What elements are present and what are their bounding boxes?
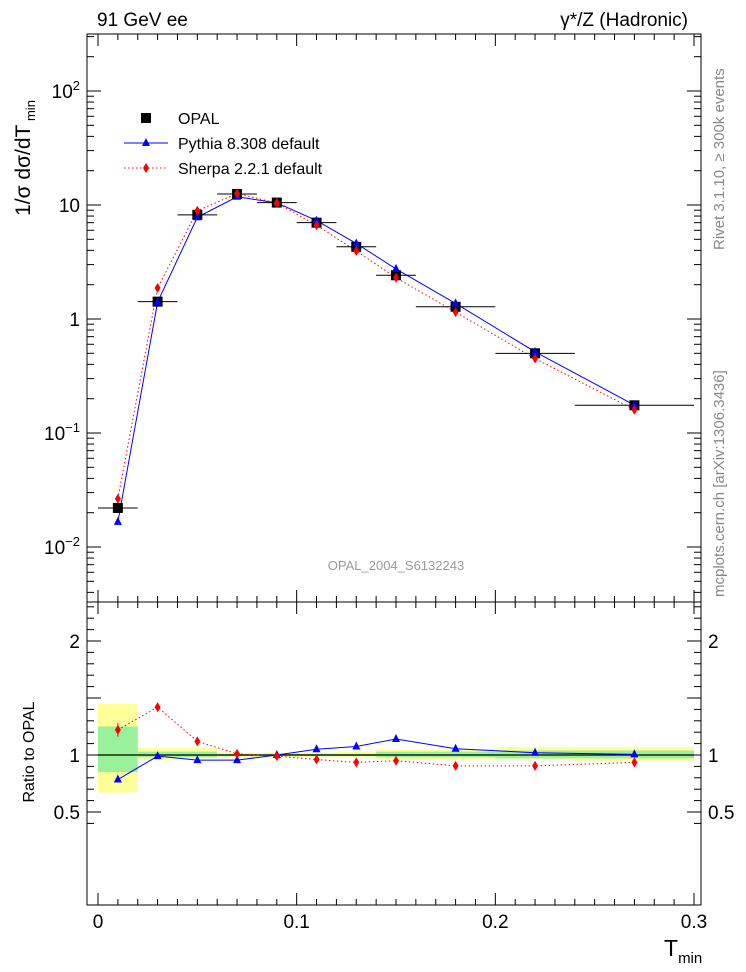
main-point-diamond (273, 198, 280, 209)
main-point-triangle (113, 516, 122, 525)
ratio-point-diamond (393, 755, 399, 766)
ratio-point-triangle (153, 751, 162, 760)
ratio-point-diamond (234, 748, 241, 759)
main-ytick-label: 10−1 (44, 420, 80, 445)
legend-label: Pythia 8.308 default (178, 136, 320, 153)
main-line-triangle (117, 196, 635, 522)
header-left: 91 GeV ee (97, 10, 188, 31)
main-ytick-label: 10 (59, 196, 80, 217)
ratio-ytick-label: 2 (69, 632, 80, 653)
ratio-point-triangle (352, 741, 361, 750)
main-point-triangle (153, 296, 162, 305)
xtick-label: 0.2 (482, 912, 508, 933)
ratio-point-triangle (392, 734, 400, 743)
legend: OPAL Pythia 8.308 default Sherpa 2.2.1 def… (124, 111, 323, 178)
main-ylabel-text: 1/σ dσ/dT (12, 124, 35, 215)
header-right: γ*/Z (Hadronic) (560, 10, 688, 31)
main-ytick-label-base: 10 (52, 82, 73, 103)
main-point-diamond (194, 205, 201, 216)
legend-label: OPAL (178, 111, 220, 128)
main-point-square (450, 301, 461, 312)
main-ytick-label-exp: 2 (73, 78, 80, 93)
main-point-diamond (452, 307, 459, 318)
main-point-diamond (393, 272, 399, 283)
main-ytick-label-exp: −2 (65, 534, 80, 549)
ratio-point-triangle (451, 743, 460, 752)
main-point-triangle (451, 298, 460, 307)
main-ytick-label: 102 (52, 78, 80, 103)
main-point-diamond (114, 493, 121, 504)
xlabel-sub: min (678, 950, 702, 967)
main-point-triangle (630, 400, 639, 409)
ratio-point-triangle (630, 749, 639, 758)
main-point-triangle (392, 263, 400, 272)
ratio-point-diamond (631, 757, 638, 768)
legend-marker-triangle (142, 138, 150, 146)
xlabel: Tmin (664, 935, 702, 967)
main-point-square (112, 502, 123, 513)
watermark: OPAL_2004_S6132243 (328, 558, 464, 573)
main-ytick-label: 10−2 (44, 534, 80, 559)
ratio-point-triangle (233, 755, 242, 764)
main-line-diamond (117, 193, 635, 499)
source-label: mcplots.cern.ch [arXiv:1306.3436] (711, 370, 728, 597)
legend-label: Sherpa 2.2.1 default (178, 161, 323, 178)
rivet-label: Rivet 3.1.10, ≥ 300k events (711, 68, 728, 250)
legend-marker-diamond (143, 163, 149, 173)
ratio-point-diamond (532, 760, 539, 771)
main-ylabel-sub: min (23, 100, 38, 125)
ratio-point-diamond (154, 702, 161, 713)
main-point-diamond (313, 220, 320, 231)
ratio-point-triangle (193, 755, 202, 764)
ratio-point-diamond (194, 736, 201, 747)
ratio-point-diamond (313, 754, 320, 765)
ratio-point-diamond (452, 760, 459, 771)
ratio-ylabel: Ratio to OPAL (21, 701, 38, 802)
main-point-triangle (193, 212, 202, 221)
main-point-diamond (631, 404, 638, 415)
main-ytick-label-base: 10 (44, 538, 65, 559)
ratio-point-triangle (113, 774, 122, 783)
ratio-ytick-label-right: 1 (708, 746, 719, 767)
main-point-triangle (531, 346, 540, 355)
xtick-label: 0.3 (681, 912, 707, 933)
ratio-point-diamond (353, 757, 360, 768)
ratio-point-triangle (531, 747, 540, 756)
main-ytick-label: 1 (69, 310, 80, 331)
ratio-point-diamond (114, 724, 121, 735)
xtick-label: 0.1 (283, 912, 309, 933)
main-point-triangle (352, 238, 361, 247)
main-point-triangle (312, 215, 321, 224)
ratio-ytick-label: 1 (69, 746, 80, 767)
xlabel-text: T (664, 935, 678, 961)
ratio-ytick-label: 0.5 (54, 803, 80, 824)
main-point-diamond (532, 353, 539, 364)
main-ytick-label-base: 10 (44, 424, 65, 445)
ratio-point-diamond (273, 751, 280, 762)
ratio-point-triangle (312, 744, 321, 753)
main-point-diamond (353, 245, 360, 256)
main-point-diamond (154, 283, 161, 294)
main-point-diamond (234, 188, 241, 199)
main-ylabel: 1/σ dσ/dT min (12, 100, 38, 216)
ratio-plot-area: 0.5 0.5 1 1 2 2 0 0.1 0.2 0.3 (54, 602, 734, 933)
legend-marker-square (141, 113, 151, 123)
ratio-line-diamond (117, 706, 635, 767)
ratio-ytick-label-right: 0.5 (708, 803, 734, 824)
xtick-label: 0 (93, 912, 104, 933)
ratio-frame (86, 601, 702, 906)
main-ytick-label-exp: −1 (65, 420, 80, 435)
ratio-ytick-label-right: 2 (708, 632, 719, 653)
